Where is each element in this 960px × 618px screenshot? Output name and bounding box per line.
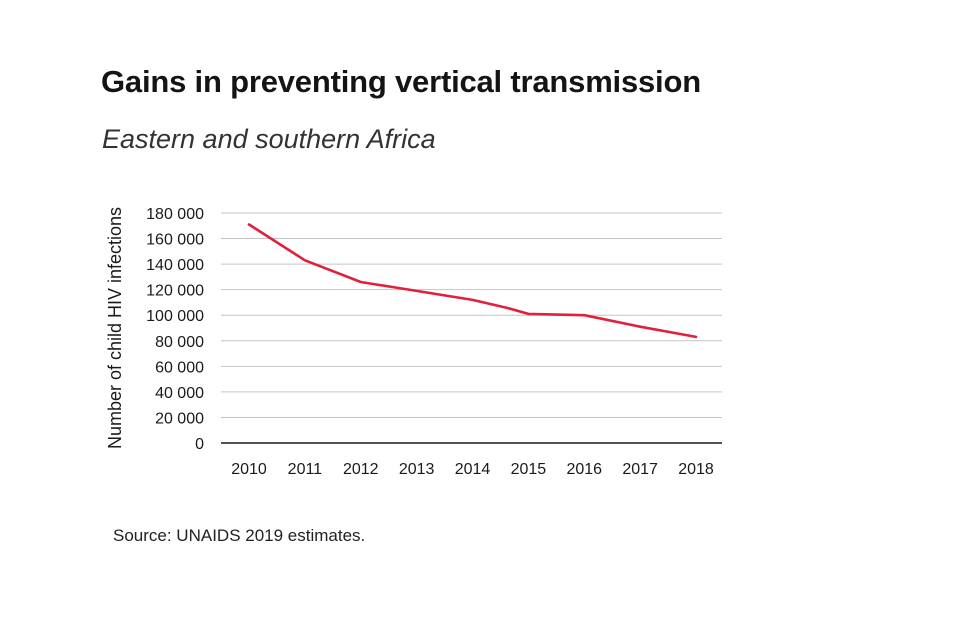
gridlines	[221, 212, 722, 418]
y-tick-label: 0	[195, 436, 204, 453]
y-tick-label: 80 000	[155, 334, 204, 351]
y-tick-label: 60 000	[155, 359, 204, 376]
y-tick-label: 160 000	[146, 232, 204, 249]
x-tick-label: 2016	[566, 461, 602, 478]
y-tick-label: 120 000	[146, 283, 204, 300]
x-tick-label: 2017	[622, 461, 658, 478]
y-tick-label: 20 000	[155, 410, 204, 427]
chart-subtitle: Eastern and southern Africa	[102, 124, 436, 154]
y-tick-label: 40 000	[155, 385, 204, 402]
x-tick-label: 2018	[678, 461, 714, 478]
x-tick-label: 2015	[511, 461, 547, 478]
series	[247, 223, 698, 339]
y-tick-labels: 0 20 000 40 000 60 000 80 000 100 000 120 000 1…	[146, 206, 204, 453]
x-tick-label: 2010	[231, 461, 267, 478]
x-tick-labels: 2010 2011 2012 2013 2014 2015 2016 2017 2018	[231, 461, 714, 478]
y-tick-label: 100 000	[146, 308, 204, 325]
y-tick-label: 140 000	[146, 257, 204, 274]
chart-title: Gains in preventing vertical transmissio…	[101, 64, 701, 99]
series-line	[247, 223, 698, 339]
source-note: Source: UNAIDS 2019 estimates.	[113, 526, 366, 545]
x-tick-label: 2013	[399, 461, 435, 478]
y-axis-label: Number of child HIV infections	[105, 207, 125, 449]
x-tick-label: 2011	[288, 461, 323, 478]
y-tick-label: 180 000	[146, 206, 204, 223]
x-tick-label: 2014	[455, 461, 491, 478]
x-tick-label: 2012	[343, 461, 379, 478]
